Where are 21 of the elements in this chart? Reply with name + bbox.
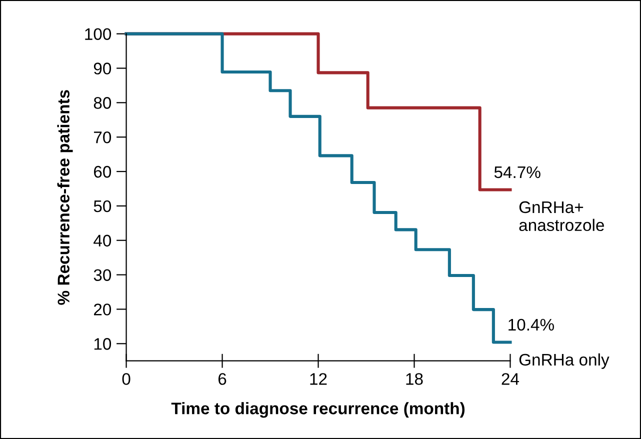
y-tick-label: 80 xyxy=(94,97,112,109)
series-label: GnRHa+ anastrozole xyxy=(519,201,604,232)
y-tick-label: 40 xyxy=(94,234,112,247)
y-tick-label: 90 xyxy=(94,62,112,74)
y-axis-title: % Recurrence-free patients xyxy=(57,90,73,305)
x-tick-label: 6 xyxy=(218,373,226,385)
y-tick-label: 30 xyxy=(94,269,112,281)
y-tick-label: 10 xyxy=(94,338,112,350)
x-tick-label: 18 xyxy=(406,373,423,385)
x-axis-title: Time to diagnose recurrence (month) xyxy=(171,402,465,418)
y-tick-label: 50 xyxy=(94,200,112,212)
y-tick-label: 20 xyxy=(94,304,112,316)
y-tick-label: 70 xyxy=(94,131,112,144)
annotation: 54.7% xyxy=(494,166,540,178)
x-tick-label: 12 xyxy=(310,373,327,385)
y-tick-label: 100 xyxy=(85,28,112,40)
x-tick-label: 24 xyxy=(502,373,520,385)
x-tick-label: 0 xyxy=(122,373,130,385)
y-tick-label: 60 xyxy=(94,166,112,178)
series-label: GnRHa only xyxy=(519,353,610,369)
annotation: 10.4% xyxy=(508,318,554,331)
